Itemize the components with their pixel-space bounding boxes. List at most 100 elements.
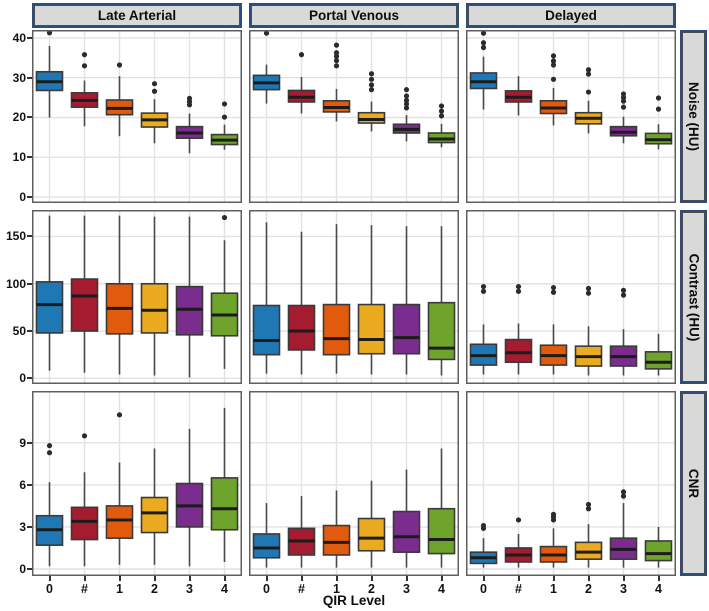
boxplot-qir-: [504, 283, 533, 375]
boxplot-qir-1: [105, 412, 134, 565]
y-tick-label: 40: [12, 30, 26, 45]
boxplot-qir-4: [427, 103, 456, 148]
boxplot-qir-1: [322, 42, 351, 122]
x-tick-label: 4: [655, 582, 662, 596]
y-tick-mark: [27, 525, 32, 528]
panel-contrast-hu-delayed: [466, 210, 676, 384]
boxplot-qir-3: [175, 95, 204, 154]
boxplot-qir-2: [140, 81, 169, 144]
row-strip-contrast-hu: Contrast (HU): [680, 210, 707, 384]
boxplot-qir-0: [469, 522, 498, 568]
x-tick-mark: [300, 576, 303, 581]
boxplot-qir-3: [392, 87, 421, 142]
x-tick-label: 2: [368, 582, 375, 596]
x-tick-mark: [370, 576, 373, 581]
y-tick-mark: [27, 330, 32, 333]
panel-cnr-late-arterial: [32, 391, 242, 576]
boxplot-qir-: [287, 496, 316, 568]
boxplot-qir-4: [210, 101, 239, 150]
x-tick-label: 0: [263, 582, 270, 596]
panel-cnr-portal-venous: [249, 391, 459, 576]
x-tick-mark: [405, 576, 408, 581]
x-tick-mark: [188, 576, 191, 581]
y-tick-label: 0: [19, 190, 26, 205]
boxplot-qir-: [287, 231, 316, 375]
y-tick-mark: [27, 567, 32, 570]
x-tick-mark: [48, 576, 51, 581]
y-tick-label: 0: [19, 561, 26, 576]
boxplot-qir-: [70, 215, 99, 373]
y-tick-mark: [27, 76, 32, 79]
boxplot-qir-0: [252, 503, 281, 568]
x-tick-mark: [440, 576, 443, 581]
panel-contrast-hu-late-arterial: [32, 210, 242, 384]
boxplot-qir-: [504, 76, 533, 116]
x-tick-label: 1: [333, 582, 340, 596]
x-tick-label: 2: [151, 582, 158, 596]
y-tick-mark: [27, 36, 32, 39]
x-tick-label: 0: [46, 582, 53, 596]
panel-contrast-hu-portal-venous: [249, 210, 459, 384]
boxplot-qir-1: [105, 62, 134, 137]
x-tick-mark: [622, 576, 625, 581]
x-tick-mark: [265, 576, 268, 581]
boxplot-qir-3: [175, 428, 204, 567]
x-tick-mark: [83, 576, 86, 581]
boxplot-qir-3: [392, 226, 421, 375]
x-tick-mark: [482, 576, 485, 581]
boxplot-qir-2: [140, 448, 169, 565]
y-tick-label: 50: [12, 324, 26, 339]
x-tick-label: 3: [403, 582, 410, 596]
row-strip-cnr: CNR: [680, 391, 707, 576]
boxplot-qir-1: [539, 284, 568, 375]
panel-noise-hu-portal-venous: [249, 30, 459, 203]
x-tick-label: 3: [186, 582, 193, 596]
boxplot-qir-2: [574, 285, 603, 376]
boxplot-qir-: [504, 517, 533, 568]
row-strip-label: Noise (HU): [686, 81, 702, 152]
y-tick-mark: [27, 196, 32, 199]
boxplot-qir-2: [574, 67, 603, 134]
boxplot-qir-4: [427, 448, 456, 568]
x-tick-mark: [657, 576, 660, 581]
boxplot-qir-2: [357, 225, 386, 375]
column-strip-portal-venous: Portal Venous: [249, 3, 459, 28]
x-tick-label: 2: [585, 582, 592, 596]
column-strip-late-arterial: Late Arterial: [32, 3, 242, 28]
y-tick-mark: [27, 441, 32, 444]
x-tick-mark: [118, 576, 121, 581]
x-tick-label: #: [515, 582, 522, 596]
boxplot-qir-2: [574, 501, 603, 568]
boxplot-qir-4: [644, 95, 673, 150]
row-strip-label: Contrast (HU): [686, 253, 701, 341]
x-tick-mark: [153, 576, 156, 581]
boxplot-qir-3: [609, 287, 638, 376]
x-tick-mark: [223, 576, 226, 581]
boxplot-qir-1: [539, 53, 568, 126]
boxplot-qir-2: [357, 71, 386, 132]
panel-noise-hu-late-arterial: [32, 30, 242, 203]
y-tick-mark: [27, 483, 32, 486]
y-tick-mark: [27, 282, 32, 285]
boxplot-qir-1: [539, 511, 568, 568]
boxplot-qir-4: [210, 214, 239, 369]
boxplot-qir-2: [140, 216, 169, 376]
row-strip-label: CNR: [686, 468, 701, 499]
boxplot-qir-2: [357, 480, 386, 568]
y-tick-label: 150: [5, 229, 26, 244]
x-tick-label: 1: [116, 582, 123, 596]
y-tick-label: 9: [19, 435, 26, 450]
boxplot-qir-0: [35, 215, 64, 371]
y-tick-label: 20: [12, 110, 26, 125]
boxplot-qir-3: [175, 216, 204, 378]
boxplot-qir-: [70, 52, 99, 127]
boxplot-qir-4: [210, 407, 239, 562]
boxplot-qir-0: [252, 30, 281, 104]
y-tick-label: 3: [19, 519, 26, 534]
boxplot-qir-3: [392, 469, 421, 568]
boxplot-qir-3: [609, 91, 638, 144]
boxplot-qir-4: [644, 333, 673, 376]
x-tick-label: 4: [221, 582, 228, 596]
boxplot-qir-4: [427, 226, 456, 376]
